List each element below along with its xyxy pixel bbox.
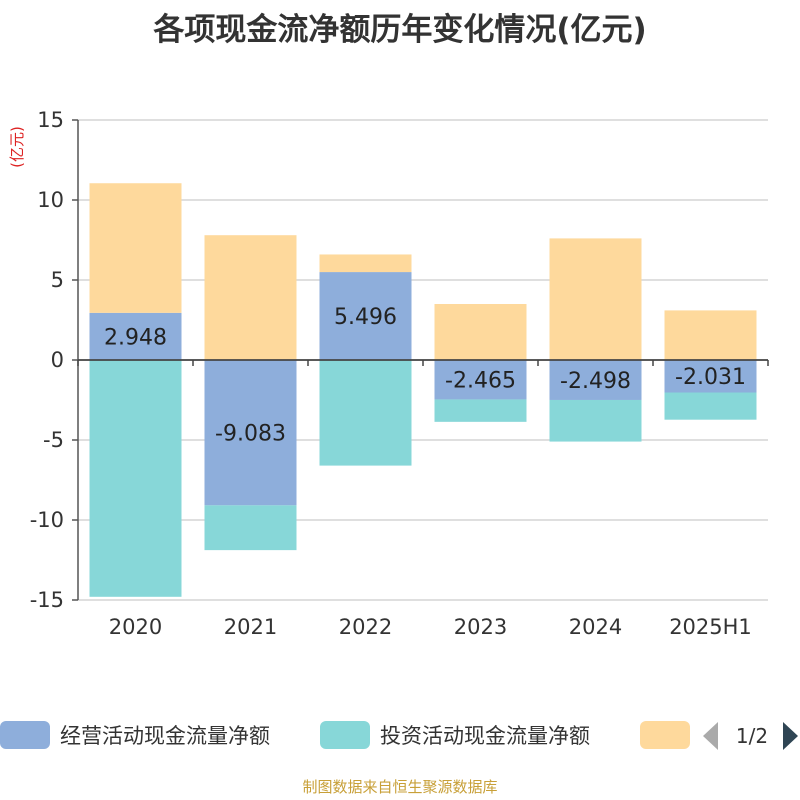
- y-tick-label: 15: [37, 108, 64, 132]
- bar-series-3-2020: [89, 183, 182, 313]
- legend-swatch[interactable]: [640, 721, 690, 749]
- legend-label[interactable]: 经营活动现金流量净额: [60, 724, 270, 748]
- legend-prev-icon[interactable]: [703, 722, 718, 750]
- bar-series-3-2025H1: [664, 310, 757, 360]
- x-tick-label: 2025H1: [669, 615, 752, 639]
- bar-series-2-2023: [434, 399, 527, 422]
- x-tick-label: 2024: [569, 615, 622, 639]
- bar-series-1-2020: [89, 312, 182, 360]
- bar-series-1-2025H1: [664, 360, 757, 393]
- legend-next-icon[interactable]: [783, 722, 798, 750]
- bar-series-3-2022: [319, 254, 412, 273]
- bar-series-3-2023: [434, 304, 527, 360]
- chart-title: 各项现金流净额历年变化情况(亿元): [153, 12, 647, 48]
- x-tick-label: 2022: [339, 615, 392, 639]
- bar-series-1-2022: [319, 272, 412, 360]
- data-label: -2.465: [445, 369, 516, 394]
- y-axis-label: (亿元): [8, 126, 26, 168]
- y-tick-label: -10: [30, 508, 64, 532]
- y-tick-label: -5: [43, 428, 64, 452]
- bar-series-1-2024: [549, 360, 642, 400]
- bar-series-2-2024: [549, 399, 642, 442]
- data-label: -2.498: [560, 369, 631, 394]
- data-label: 2.948: [104, 325, 167, 350]
- legend-swatch[interactable]: [0, 721, 50, 749]
- bar-series-3-2024: [549, 238, 642, 360]
- bar-series-1-2023: [434, 360, 527, 400]
- bar-series-1-2021: [204, 360, 297, 506]
- legend-swatch[interactable]: [320, 721, 370, 749]
- x-tick-label: 2021: [224, 615, 277, 639]
- bar-series-2-2020: [89, 360, 182, 597]
- y-tick-label: -15: [30, 588, 64, 612]
- bar-series-2-2022: [319, 360, 412, 466]
- x-tick-label: 2020: [109, 615, 162, 639]
- y-tick-label: 0: [51, 348, 64, 372]
- bar-series-3-2021: [204, 235, 297, 360]
- y-tick-label: 5: [51, 268, 64, 292]
- legend-label[interactable]: 投资活动现金流量净额: [380, 724, 590, 748]
- y-tick-label: 10: [37, 188, 64, 212]
- data-label: -2.031: [675, 365, 746, 390]
- bar-series-2-2021: [204, 505, 297, 551]
- data-label: 5.496: [334, 305, 397, 330]
- x-tick-label: 2023: [454, 615, 507, 639]
- source-note: 制图数据来自恒生聚源数据库: [302, 778, 498, 796]
- data-label: -9.083: [215, 422, 286, 447]
- bar-series-2-2025H1: [664, 392, 757, 420]
- legend-page-indicator: 1/2: [736, 724, 768, 748]
